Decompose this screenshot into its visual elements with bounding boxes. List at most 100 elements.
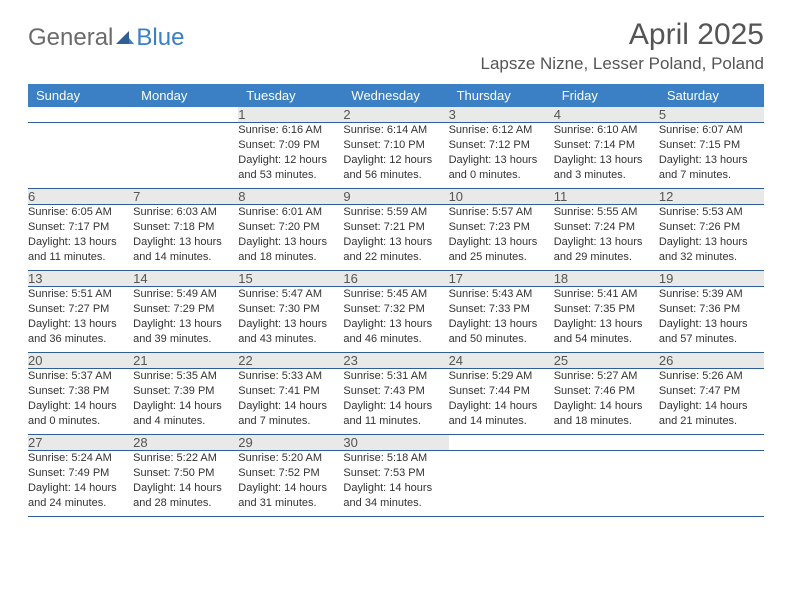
daylight-text: Daylight: 13 hours and 57 minutes.	[659, 317, 764, 347]
daylight-text: Daylight: 13 hours and 29 minutes.	[554, 235, 659, 265]
sunset-text: Sunset: 7:30 PM	[238, 302, 343, 317]
week-daynum-row: 12345	[28, 107, 764, 123]
page-title: April 2025	[480, 18, 764, 52]
daylight-text: Daylight: 14 hours and 28 minutes.	[133, 481, 238, 511]
week-content-row: Sunrise: 5:24 AMSunset: 7:49 PMDaylight:…	[28, 451, 764, 517]
day-cell: Sunrise: 5:59 AMSunset: 7:21 PMDaylight:…	[343, 205, 448, 271]
day-cell: Sunrise: 5:20 AMSunset: 7:52 PMDaylight:…	[238, 451, 343, 517]
day-cell: Sunrise: 5:31 AMSunset: 7:43 PMDaylight:…	[343, 369, 448, 435]
day-cell: Sunrise: 5:41 AMSunset: 7:35 PMDaylight:…	[554, 287, 659, 353]
day-number: 19	[659, 271, 764, 287]
day-header: Tuesday	[238, 84, 343, 107]
sunset-text: Sunset: 7:41 PM	[238, 384, 343, 399]
day-cell: Sunrise: 5:18 AMSunset: 7:53 PMDaylight:…	[343, 451, 448, 517]
sunset-text: Sunset: 7:38 PM	[28, 384, 133, 399]
sunrise-text: Sunrise: 5:43 AM	[449, 287, 554, 302]
day-header: Wednesday	[343, 84, 448, 107]
day-number	[28, 107, 133, 123]
sunrise-text: Sunrise: 5:35 AM	[133, 369, 238, 384]
day-number: 23	[343, 353, 448, 369]
sunset-text: Sunset: 7:46 PM	[554, 384, 659, 399]
day-cell: Sunrise: 5:37 AMSunset: 7:38 PMDaylight:…	[28, 369, 133, 435]
day-cell	[554, 451, 659, 517]
week-daynum-row: 13141516171819	[28, 271, 764, 287]
daylight-text: Daylight: 13 hours and 43 minutes.	[238, 317, 343, 347]
day-cell: Sunrise: 6:07 AMSunset: 7:15 PMDaylight:…	[659, 123, 764, 189]
day-cell	[659, 451, 764, 517]
daylight-text: Daylight: 13 hours and 50 minutes.	[449, 317, 554, 347]
day-number	[554, 435, 659, 451]
week-content-row: Sunrise: 5:37 AMSunset: 7:38 PMDaylight:…	[28, 369, 764, 435]
sunrise-text: Sunrise: 5:22 AM	[133, 451, 238, 466]
day-number: 12	[659, 189, 764, 205]
sunset-text: Sunset: 7:26 PM	[659, 220, 764, 235]
daylight-text: Daylight: 14 hours and 0 minutes.	[28, 399, 133, 429]
sunrise-text: Sunrise: 5:37 AM	[28, 369, 133, 384]
day-cell	[133, 123, 238, 189]
day-number: 18	[554, 271, 659, 287]
day-number: 25	[554, 353, 659, 369]
day-number: 24	[449, 353, 554, 369]
day-header: Friday	[554, 84, 659, 107]
sunset-text: Sunset: 7:33 PM	[449, 302, 554, 317]
sunrise-text: Sunrise: 5:57 AM	[449, 205, 554, 220]
daylight-text: Daylight: 13 hours and 46 minutes.	[343, 317, 448, 347]
day-number: 2	[343, 107, 448, 123]
day-cell: Sunrise: 5:49 AMSunset: 7:29 PMDaylight:…	[133, 287, 238, 353]
sunrise-text: Sunrise: 6:01 AM	[238, 205, 343, 220]
sunrise-text: Sunrise: 5:20 AM	[238, 451, 343, 466]
sunset-text: Sunset: 7:32 PM	[343, 302, 448, 317]
daylight-text: Daylight: 14 hours and 24 minutes.	[28, 481, 133, 511]
sunset-text: Sunset: 7:53 PM	[343, 466, 448, 481]
sunset-text: Sunset: 7:20 PM	[238, 220, 343, 235]
day-cell: Sunrise: 5:27 AMSunset: 7:46 PMDaylight:…	[554, 369, 659, 435]
title-block: April 2025 Lapsze Nizne, Lesser Poland, …	[480, 18, 764, 82]
sunset-text: Sunset: 7:17 PM	[28, 220, 133, 235]
day-number: 17	[449, 271, 554, 287]
week-daynum-row: 6789101112	[28, 189, 764, 205]
sunrise-text: Sunrise: 6:10 AM	[554, 123, 659, 138]
week-daynum-row: 27282930	[28, 435, 764, 451]
daylight-text: Daylight: 14 hours and 11 minutes.	[343, 399, 448, 429]
daylight-text: Daylight: 13 hours and 18 minutes.	[238, 235, 343, 265]
week-content-row: Sunrise: 5:51 AMSunset: 7:27 PMDaylight:…	[28, 287, 764, 353]
day-cell: Sunrise: 6:10 AMSunset: 7:14 PMDaylight:…	[554, 123, 659, 189]
daylight-text: Daylight: 13 hours and 39 minutes.	[133, 317, 238, 347]
day-cell: Sunrise: 6:16 AMSunset: 7:09 PMDaylight:…	[238, 123, 343, 189]
sunset-text: Sunset: 7:24 PM	[554, 220, 659, 235]
sunset-text: Sunset: 7:44 PM	[449, 384, 554, 399]
sunrise-text: Sunrise: 5:29 AM	[449, 369, 554, 384]
sunrise-text: Sunrise: 5:18 AM	[343, 451, 448, 466]
sunrise-text: Sunrise: 5:39 AM	[659, 287, 764, 302]
sunrise-text: Sunrise: 5:33 AM	[238, 369, 343, 384]
daylight-text: Daylight: 13 hours and 14 minutes.	[133, 235, 238, 265]
sunset-text: Sunset: 7:36 PM	[659, 302, 764, 317]
day-cell: Sunrise: 6:03 AMSunset: 7:18 PMDaylight:…	[133, 205, 238, 271]
day-cell: Sunrise: 6:01 AMSunset: 7:20 PMDaylight:…	[238, 205, 343, 271]
sunset-text: Sunset: 7:21 PM	[343, 220, 448, 235]
day-number: 4	[554, 107, 659, 123]
sunset-text: Sunset: 7:12 PM	[449, 138, 554, 153]
daylight-text: Daylight: 13 hours and 54 minutes.	[554, 317, 659, 347]
sunset-text: Sunset: 7:52 PM	[238, 466, 343, 481]
sunset-text: Sunset: 7:49 PM	[28, 466, 133, 481]
day-number: 13	[28, 271, 133, 287]
day-number: 22	[238, 353, 343, 369]
sunrise-text: Sunrise: 5:47 AM	[238, 287, 343, 302]
day-number: 28	[133, 435, 238, 451]
day-number: 10	[449, 189, 554, 205]
sunrise-text: Sunrise: 6:03 AM	[133, 205, 238, 220]
logo-text-blue: Blue	[136, 24, 184, 52]
day-cell: Sunrise: 5:39 AMSunset: 7:36 PMDaylight:…	[659, 287, 764, 353]
day-number: 26	[659, 353, 764, 369]
day-cell: Sunrise: 5:26 AMSunset: 7:47 PMDaylight:…	[659, 369, 764, 435]
day-cell: Sunrise: 5:33 AMSunset: 7:41 PMDaylight:…	[238, 369, 343, 435]
sunset-text: Sunset: 7:35 PM	[554, 302, 659, 317]
sunset-text: Sunset: 7:14 PM	[554, 138, 659, 153]
sunset-text: Sunset: 7:29 PM	[133, 302, 238, 317]
daylight-text: Daylight: 13 hours and 3 minutes.	[554, 153, 659, 183]
day-cell: Sunrise: 6:14 AMSunset: 7:10 PMDaylight:…	[343, 123, 448, 189]
daylight-text: Daylight: 14 hours and 4 minutes.	[133, 399, 238, 429]
calendar-table: SundayMondayTuesdayWednesdayThursdayFrid…	[28, 84, 764, 517]
day-cell: Sunrise: 5:53 AMSunset: 7:26 PMDaylight:…	[659, 205, 764, 271]
